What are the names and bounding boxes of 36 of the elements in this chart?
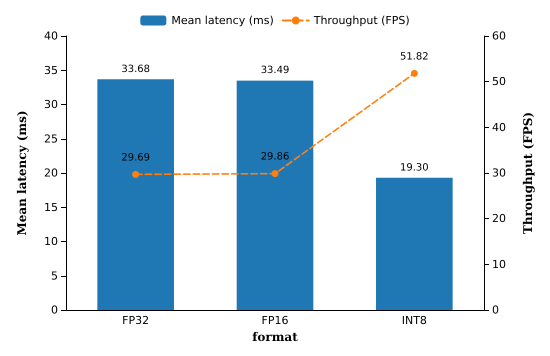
legend-label: Mean latency (ms) [171, 14, 274, 27]
y-tick-label: 0 [51, 304, 58, 316]
y-tick-label: 5 [51, 269, 58, 282]
data-label: 33.68 [121, 64, 150, 75]
data-label: 33.49 [260, 65, 290, 76]
x-tick-label: INT8 [402, 314, 427, 327]
y-tick-label: 15 [44, 200, 58, 214]
x-axis-title: format [252, 330, 298, 344]
y2-tick-label: 10 [492, 258, 506, 271]
y2-tick-label: 30 [492, 166, 506, 180]
x-tick-label: FP16 [262, 314, 288, 327]
point [410, 70, 418, 77]
y-tick-label: 40 [44, 30, 58, 42]
y2-tick-label: 20 [492, 212, 506, 226]
y-tick-label: 35 [44, 64, 58, 77]
bar [97, 79, 174, 310]
y2-axis-title: Throughput (FPS) [521, 112, 535, 234]
data-label: 51.82 [400, 51, 429, 62]
point [132, 170, 140, 178]
data-label: 29.69 [121, 152, 150, 164]
bar [376, 178, 453, 310]
y-tick-label: 20 [44, 166, 58, 180]
point [272, 170, 278, 178]
data-label: 29.86 [260, 152, 290, 163]
x-tick-label: FP32 [122, 314, 150, 327]
y-tick-label: 25 [44, 132, 58, 146]
y-tick-label: 10 [44, 235, 58, 248]
y2-tick-label: 60 [492, 30, 506, 42]
data-label: 19.30 [400, 162, 429, 174]
y-axis-title: Mean latency (ms) [15, 110, 29, 236]
y2-tick-label: 0 [492, 304, 499, 316]
y2-tick-label: 40 [492, 120, 506, 134]
y-tick-label: 30 [44, 98, 58, 111]
legend-label: Throughput (FPS) [312, 14, 410, 27]
bar [236, 80, 314, 310]
y2-tick-label: 50 [492, 75, 506, 88]
